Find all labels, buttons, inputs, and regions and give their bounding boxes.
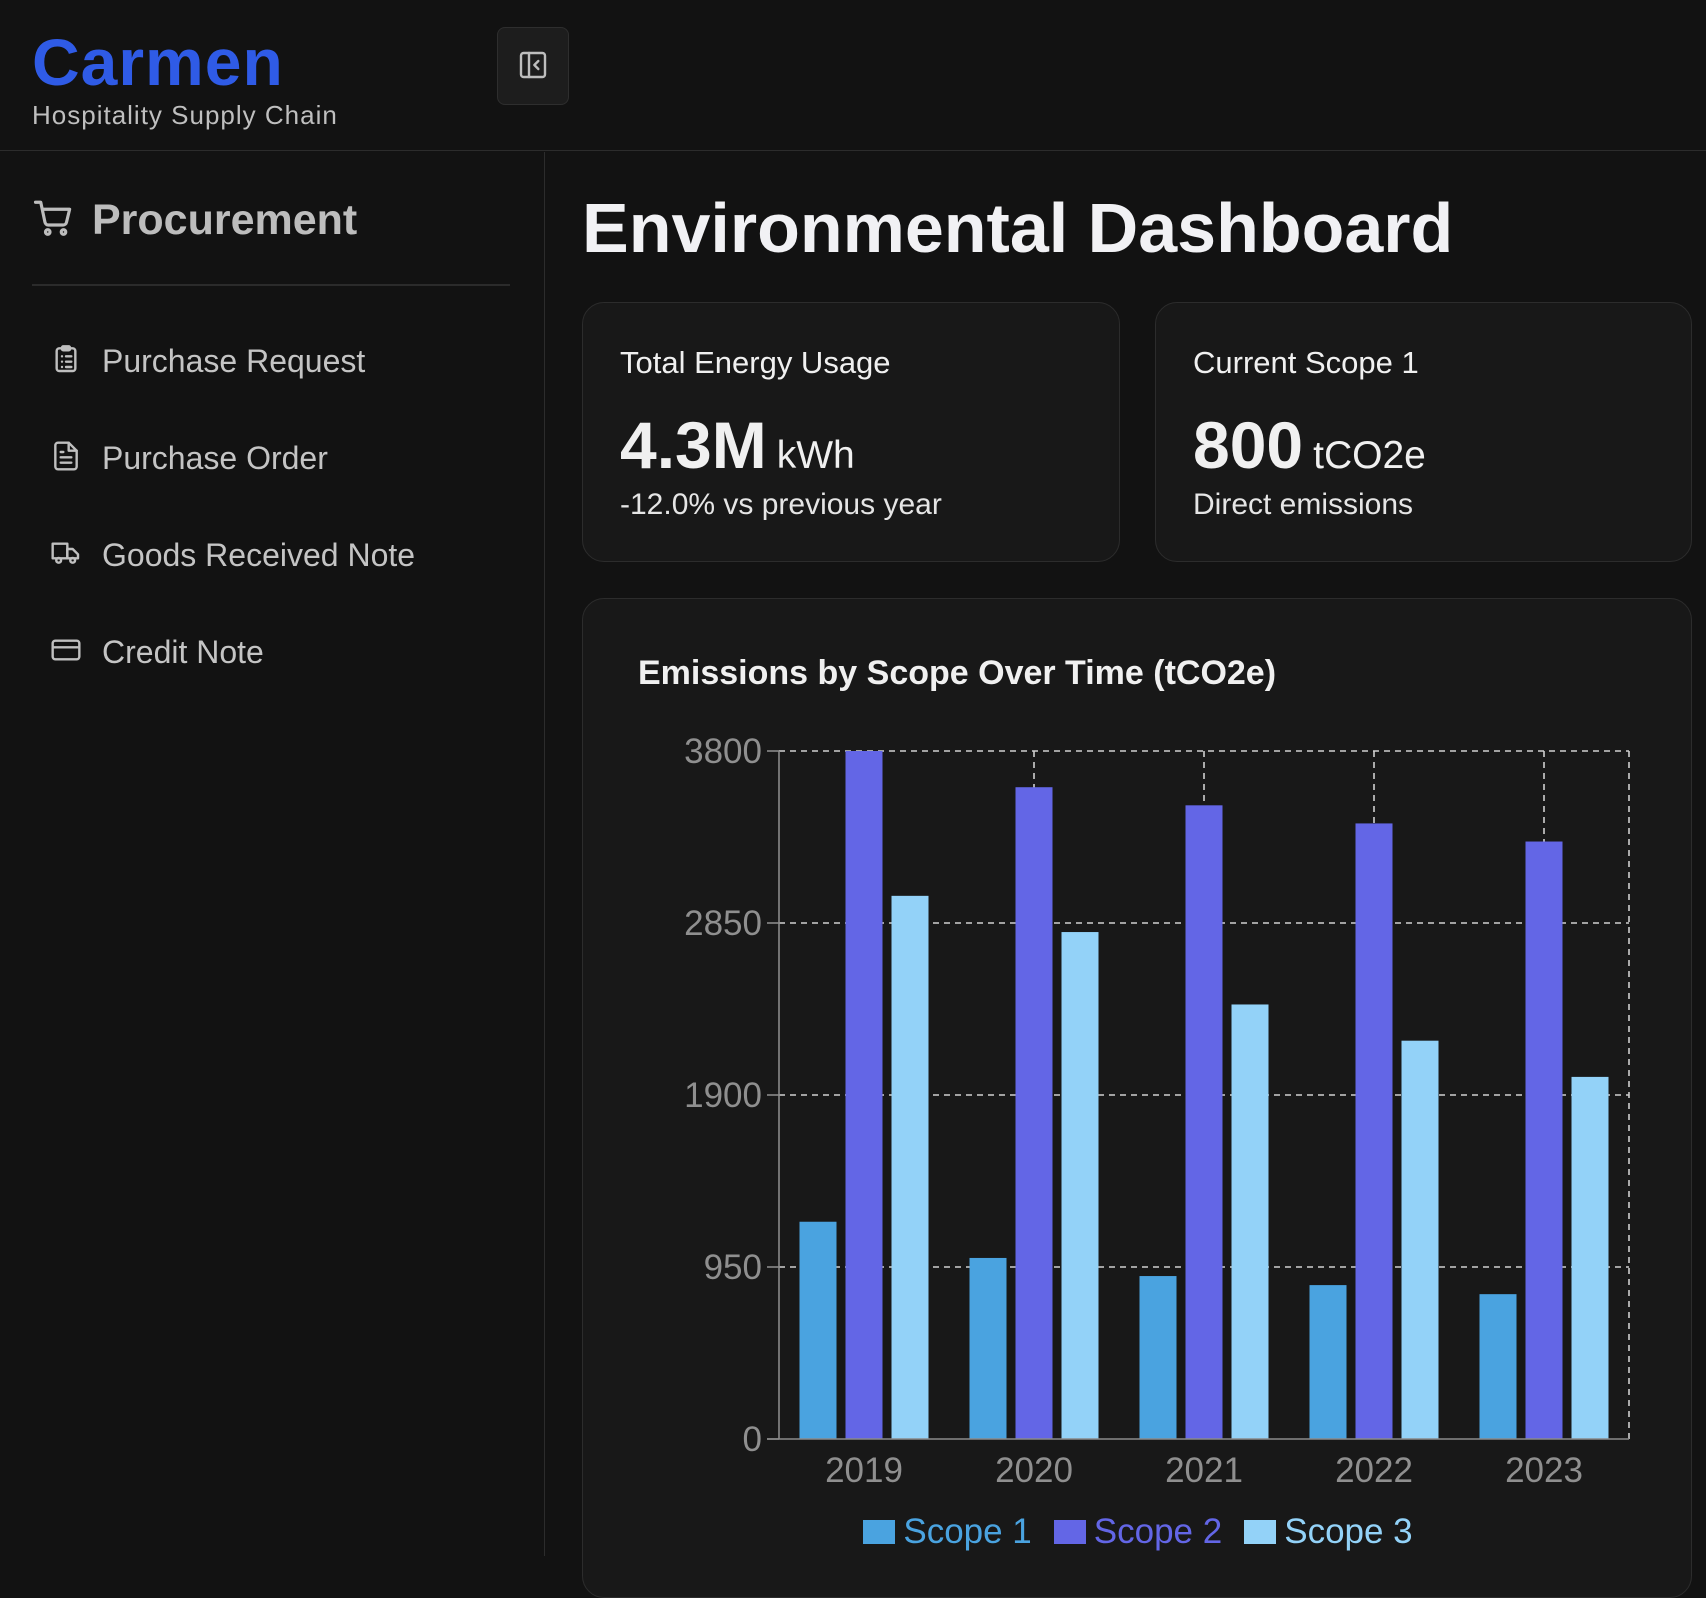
legend-item[interactable]: Scope 3 xyxy=(1244,1512,1413,1552)
sidebar-item-label: Purchase Order xyxy=(102,439,328,476)
x-tick-label: 2023 xyxy=(1505,1451,1583,1490)
kpi-unit: kWh xyxy=(776,434,855,477)
y-tick-label: 0 xyxy=(743,1420,762,1459)
chart-legend: Scope 1 Scope 2 Scope 3 xyxy=(583,1512,1693,1552)
kpi-subtext: -12.0% vs previous year xyxy=(620,488,942,521)
x-tick-label: 2022 xyxy=(1335,1451,1413,1490)
y-tick-label: 2850 xyxy=(684,904,762,943)
y-tick-label: 3800 xyxy=(684,732,762,771)
brand-tagline: Hospitality Supply Chain xyxy=(32,100,338,130)
bar-scope-1-2023 xyxy=(1479,1294,1517,1439)
top-bar: Carmen Hospitality Supply Chain xyxy=(0,0,1706,151)
shopping-cart-icon xyxy=(32,197,74,244)
bar-scope-3-2020 xyxy=(1061,932,1099,1439)
x-tick-label: 2019 xyxy=(825,1451,903,1490)
bar-scope-2-2022 xyxy=(1355,823,1393,1439)
legend-swatch xyxy=(863,1520,896,1544)
brand-logo-text[interactable]: Carmen xyxy=(32,25,284,99)
sidebar-item-label: Credit Note xyxy=(102,633,264,670)
bar-scope-2-2021 xyxy=(1185,805,1223,1439)
sidebar-item-credit-note[interactable]: Credit Note xyxy=(50,627,264,677)
bar-scope-2-2023 xyxy=(1525,841,1563,1439)
x-tick-label: 2020 xyxy=(995,1451,1073,1490)
sidebar-collapse-button[interactable] xyxy=(497,27,569,105)
y-tick-label: 1900 xyxy=(684,1076,762,1115)
legend-label: Scope 3 xyxy=(1284,1512,1413,1551)
kpi-card-energy: Total Energy Usage 4.3M kWh -12.0% vs pre… xyxy=(582,302,1120,562)
x-tick-label: 2021 xyxy=(1165,1451,1243,1490)
kpi-unit: tCO2e xyxy=(1313,434,1426,477)
emissions-bar-chart: 0 950 1900 2850 3800 2019 2020 2021 2022 2023 xyxy=(684,732,1630,1490)
bar-scope-1-2019 xyxy=(799,1221,837,1439)
sidebar: Procurement Purchase Request Purchase Or… xyxy=(0,152,545,1556)
truck-icon xyxy=(50,537,82,574)
legend-label: Scope 1 xyxy=(903,1512,1032,1551)
kpi-value: 800 xyxy=(1193,408,1304,482)
page-title: Environmental Dashboard xyxy=(582,189,1454,267)
legend-swatch xyxy=(1053,1520,1086,1544)
bar-scope-3-2021 xyxy=(1231,1004,1269,1439)
bar-scope-2-2020 xyxy=(1015,787,1053,1439)
sidebar-item-purchase-order[interactable]: Purchase Order xyxy=(50,433,328,483)
panel-collapse-icon xyxy=(517,49,549,84)
bar-scope-2-2019 xyxy=(845,751,883,1439)
file-text-icon xyxy=(50,440,82,477)
emissions-chart-card: Emissions by Scope Over Time (tCO2e) 0 95… xyxy=(582,598,1692,1598)
bar-scope-3-2023 xyxy=(1571,1076,1609,1439)
bar-scope-1-2020 xyxy=(969,1257,1007,1439)
kpi-label: Current Scope 1 xyxy=(1193,345,1419,380)
sidebar-section-title: Procurement xyxy=(92,195,358,244)
legend-item[interactable]: Scope 2 xyxy=(1053,1512,1223,1552)
kpi-label: Total Energy Usage xyxy=(620,345,891,380)
bar-scope-3-2019 xyxy=(891,895,929,1439)
legend-swatch xyxy=(1244,1520,1277,1544)
chart-title: Emissions by Scope Over Time (tCO2e) xyxy=(638,654,1277,692)
credit-card-icon xyxy=(50,634,82,671)
legend-label: Scope 2 xyxy=(1093,1512,1223,1551)
sidebar-section-procurement[interactable]: Procurement xyxy=(32,190,357,250)
bar-scope-3-2022 xyxy=(1401,1040,1439,1439)
sidebar-item-purchase-request[interactable]: Purchase Request xyxy=(50,336,365,386)
kpi-subtext: Direct emissions xyxy=(1193,488,1414,521)
bar-scope-1-2021 xyxy=(1139,1276,1177,1439)
sidebar-item-label: Goods Received Note xyxy=(102,536,416,573)
legend-item[interactable]: Scope 1 xyxy=(863,1512,1032,1552)
sidebar-item-label: Purchase Request xyxy=(102,342,366,379)
y-tick-label: 950 xyxy=(704,1248,762,1287)
kpi-value-row: 4.3M kWh xyxy=(620,407,855,483)
bar-scope-1-2022 xyxy=(1309,1285,1347,1439)
sidebar-divider xyxy=(32,284,510,286)
kpi-card-scope1: Current Scope 1 800 tCO2e Direct emission… xyxy=(1155,302,1692,562)
kpi-value-row: 800 tCO2e xyxy=(1193,407,1426,483)
kpi-value: 4.3M xyxy=(620,408,767,482)
sidebar-item-goods-received-note[interactable]: Goods Received Note xyxy=(50,530,415,580)
clipboard-list-icon xyxy=(50,343,82,380)
